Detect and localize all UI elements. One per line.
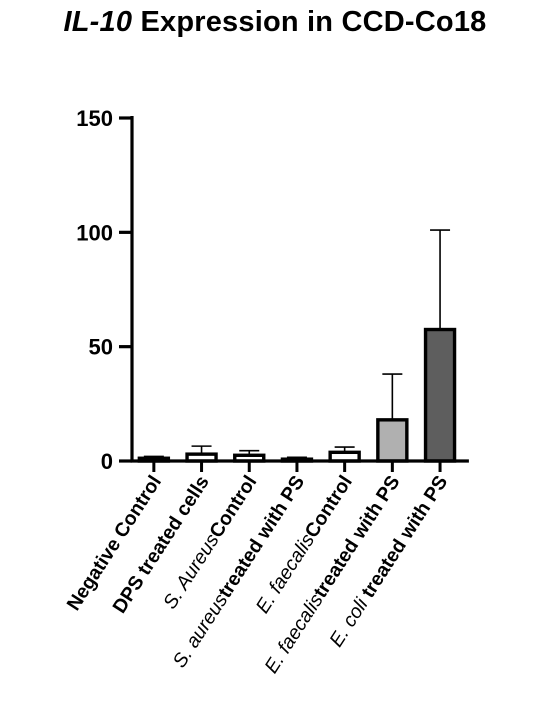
chart-title-gene: IL-10	[63, 6, 133, 38]
chart-title: IL-10 Expression in CCD-Co18	[0, 6, 550, 39]
y-tick-label: 100	[76, 220, 113, 245]
y-tick-label: 50	[89, 335, 113, 360]
x-category-label-part: treated with PS	[354, 472, 452, 607]
y-tick-label: 150	[76, 106, 113, 131]
chart-title-text: Expression in CCD-Co18	[132, 6, 487, 38]
x-category-label-part: treated with PS	[214, 472, 309, 602]
bar	[423, 327, 457, 463]
y-tick-label: 0	[101, 449, 113, 474]
x-category-label-part: treated with PS	[309, 472, 404, 602]
bar	[376, 418, 409, 463]
